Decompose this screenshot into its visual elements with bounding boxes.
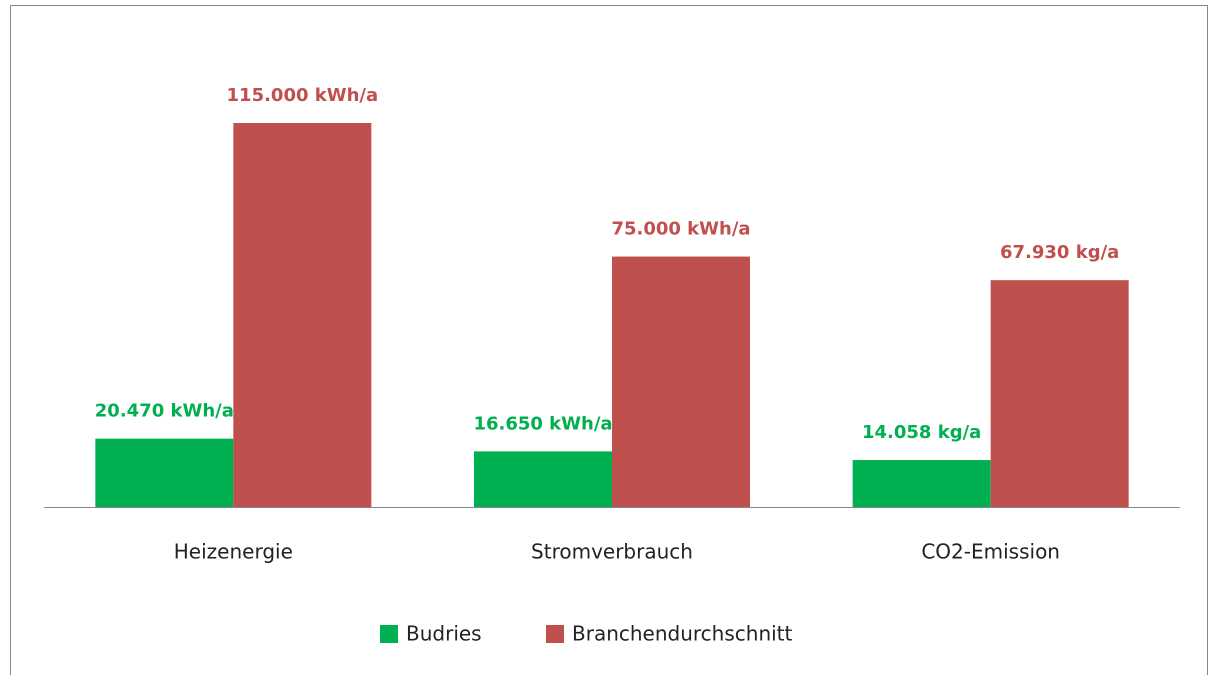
data-label: 75.000 kWh/a (611, 219, 750, 240)
bar (233, 123, 372, 507)
data-label: 16.650 kWh/a (473, 413, 612, 434)
data-label: 14.058 kg/a (862, 422, 981, 443)
data-label: 115.000 kWh/a (227, 85, 379, 106)
bar (852, 460, 991, 507)
data-label: 67.930 kg/a (1000, 242, 1119, 263)
legend-label: Budries (406, 622, 482, 646)
legend-swatch (546, 625, 564, 643)
bar (474, 451, 612, 507)
legend-label: Branchendurchschnitt (572, 622, 793, 646)
bar (95, 438, 234, 507)
x-tick-label: Stromverbrauch (531, 540, 693, 564)
legend-swatch (380, 625, 398, 643)
x-tick-label: CO2-Emission (921, 540, 1060, 564)
bar (612, 256, 750, 507)
bar (990, 280, 1129, 507)
data-label: 20.470 kWh/a (95, 401, 234, 422)
x-tick-label: Heizenergie (174, 540, 293, 564)
